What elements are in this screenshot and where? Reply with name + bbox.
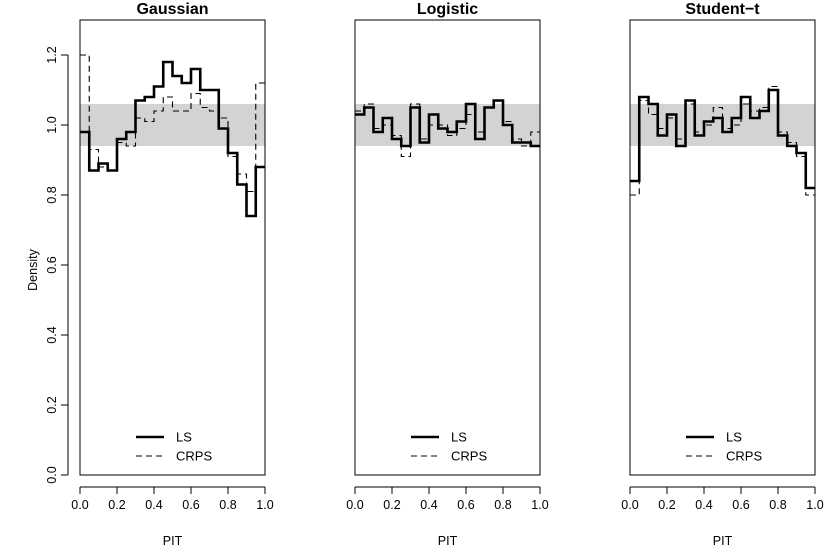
series-ls-line — [630, 88, 815, 190]
x-tick-label: 0.2 — [108, 498, 125, 512]
legend-ls-label: LS — [176, 430, 192, 445]
y-axis-label: Density — [26, 248, 40, 290]
series-ls-line — [80, 60, 265, 218]
x-axis-label: PIT — [163, 534, 183, 548]
panel-3: Student−t 0.0 0.2 0.4 0.6 0.8 1.0 PIT LS CRPS — [621, 1, 823, 548]
panel-title: Logistic — [417, 1, 478, 18]
x-tick-label: 0.6 — [182, 498, 199, 512]
y-tick-label: 0.8 — [45, 186, 59, 203]
x-axis-label: PIT — [438, 534, 458, 548]
x-tick-label: 0.0 — [71, 498, 88, 512]
legend-crps-label: CRPS — [451, 449, 487, 464]
x-tick-label: 0.2 — [658, 498, 675, 512]
x-tick-label: 0.8 — [494, 498, 511, 512]
x-tick-label: 1.0 — [256, 498, 273, 512]
panel-1: Gaussian 0.0 0.2 0.4 0.6 0.8 1.0 PIT 0.0 0.2 0.4 0.… — [45, 1, 274, 548]
x-tick-label: 0.6 — [457, 498, 474, 512]
x-tick-label: 0.0 — [346, 498, 363, 512]
x-tick-label: 0.4 — [695, 498, 712, 512]
legend-ls-label: LS — [726, 430, 742, 445]
y-tick-label: 0.6 — [45, 256, 59, 273]
x-tick-label: 0.8 — [219, 498, 236, 512]
series-crps-line — [355, 99, 540, 158]
y-tick-label: 0.0 — [45, 466, 59, 483]
series-crps-line — [80, 54, 265, 193]
x-tick-label: 0.4 — [145, 498, 162, 512]
plot-frame — [629, 19, 816, 476]
x-tick-label: 0.6 — [732, 498, 749, 512]
x-tick-label: 0.4 — [420, 498, 437, 512]
y-tick-label: 0.4 — [45, 326, 59, 343]
x-axis-label: PIT — [713, 534, 733, 548]
x-tick-label: 0.0 — [621, 498, 638, 512]
panel-title: Gaussian — [136, 1, 208, 18]
legend-crps-label: CRPS — [176, 449, 212, 464]
panel-2: Logistic 0.0 0.2 0.4 0.6 0.8 1.0 PIT LS CRPS — [346, 1, 548, 548]
legend-ls-label: LS — [451, 430, 467, 445]
y-tick-label: 1.0 — [45, 116, 59, 133]
series-ls-line — [355, 99, 540, 148]
y-tick-label: 1.2 — [45, 46, 59, 63]
panel-title: Student−t — [685, 1, 760, 18]
legend-crps-label: CRPS — [726, 449, 762, 464]
x-tick-label: 0.8 — [769, 498, 786, 512]
x-tick-label: 1.0 — [531, 498, 548, 512]
consistency-band — [80, 104, 265, 146]
x-tick-label: 1.0 — [806, 498, 823, 512]
plot-frame — [354, 19, 541, 476]
x-tick-label: 0.2 — [383, 498, 400, 512]
y-tick-label: 0.2 — [45, 396, 59, 413]
plot-frame — [79, 19, 266, 476]
